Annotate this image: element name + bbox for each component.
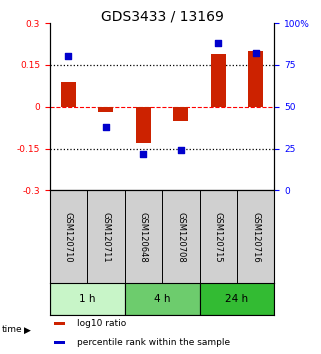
Bar [136,107,151,143]
Text: time: time [2,325,22,335]
Bar [99,107,113,112]
Text: log10 ratio: log10 ratio [77,319,126,328]
Text: GSM120710: GSM120710 [64,212,73,262]
Text: GSM120716: GSM120716 [251,212,260,262]
Bar [200,284,274,315]
Text: 24 h: 24 h [225,294,248,304]
Point [178,147,183,153]
Point [141,151,146,156]
Text: ▶: ▶ [24,325,31,335]
Point [66,54,71,59]
Point [253,50,258,56]
Point [103,124,108,130]
Title: GDS3433 / 13169: GDS3433 / 13169 [101,9,223,23]
Text: 4 h: 4 h [154,294,170,304]
Text: GSM120708: GSM120708 [176,212,185,262]
Bar [211,54,226,107]
Bar [50,284,125,315]
Text: GSM120711: GSM120711 [101,212,110,262]
Bar [54,341,65,344]
Text: GSM120648: GSM120648 [139,212,148,262]
Bar [61,82,76,107]
Bar [54,322,65,325]
Bar [173,107,188,121]
Point [216,40,221,46]
Bar [125,284,200,315]
Text: percentile rank within the sample: percentile rank within the sample [77,338,230,347]
Text: 1 h: 1 h [79,294,95,304]
Bar [248,51,263,107]
Text: GSM120715: GSM120715 [214,212,223,262]
